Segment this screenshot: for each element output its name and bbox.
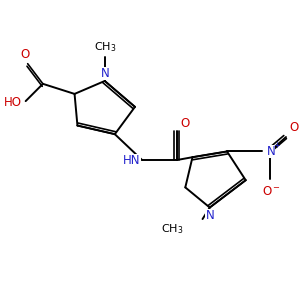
Text: $\mathregular{CH_3}$: $\mathregular{CH_3}$ [161,222,184,236]
Text: HN: HN [123,154,141,166]
Text: +: + [273,141,280,150]
Text: O: O [180,117,189,130]
Text: N: N [100,68,109,80]
Text: HO: HO [4,96,22,109]
Text: N: N [206,209,214,222]
Text: O: O [21,48,30,62]
Text: N: N [267,145,275,158]
Text: O: O [290,121,299,134]
Text: $\mathregular{CH_3}$: $\mathregular{CH_3}$ [94,40,116,54]
Text: O$^-$: O$^-$ [262,184,281,197]
